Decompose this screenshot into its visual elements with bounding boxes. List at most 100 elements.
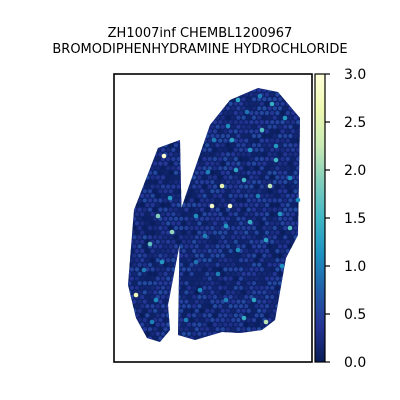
spot	[143, 254, 147, 258]
spot	[294, 97, 298, 101]
spot	[174, 244, 178, 248]
spot	[281, 295, 285, 299]
spot	[229, 148, 233, 152]
spot	[270, 323, 274, 327]
data-point	[220, 184, 225, 189]
spot	[148, 88, 152, 92]
spot	[283, 162, 287, 166]
spot	[299, 263, 303, 267]
spot	[135, 157, 139, 161]
spot	[273, 318, 277, 322]
spot	[125, 166, 129, 170]
spot	[221, 254, 225, 258]
spot	[151, 194, 155, 198]
spot	[161, 185, 165, 189]
spot	[244, 231, 248, 235]
spot	[130, 185, 134, 189]
spot	[140, 286, 144, 290]
spot	[145, 304, 149, 308]
data-point	[148, 242, 153, 247]
spot	[208, 267, 212, 271]
spot	[249, 157, 253, 161]
data-point	[194, 214, 199, 219]
spot	[291, 148, 295, 152]
spot	[278, 97, 282, 101]
spot	[294, 180, 298, 184]
spot	[164, 336, 168, 340]
spot	[294, 189, 298, 193]
spot	[286, 166, 290, 170]
spot	[140, 277, 144, 281]
spot	[182, 185, 186, 189]
spot	[234, 120, 238, 124]
spot	[268, 254, 272, 258]
spot	[151, 175, 155, 179]
spot	[286, 111, 290, 115]
spot	[213, 120, 217, 124]
spot	[182, 129, 186, 133]
spot	[153, 189, 157, 193]
data-point	[234, 168, 239, 173]
spot	[132, 217, 136, 221]
spot	[174, 198, 178, 202]
spot	[262, 180, 266, 184]
spot	[236, 125, 240, 129]
spot	[294, 125, 298, 129]
spot	[125, 194, 129, 198]
spot	[294, 263, 298, 267]
spot	[278, 290, 282, 294]
spot	[184, 180, 188, 184]
spot	[145, 212, 149, 216]
spot	[122, 143, 126, 147]
data-point	[248, 220, 253, 225]
spot	[179, 254, 183, 258]
spot	[148, 171, 152, 175]
spot	[236, 226, 240, 230]
spot	[270, 166, 274, 170]
spot	[145, 313, 149, 317]
spot	[164, 281, 168, 285]
data-point	[236, 98, 241, 103]
spot	[301, 102, 305, 106]
spot	[166, 129, 170, 133]
spot	[299, 208, 303, 212]
spot	[153, 97, 157, 101]
spot	[273, 208, 277, 212]
data-point	[203, 234, 208, 239]
spot	[260, 148, 264, 152]
spot	[268, 88, 272, 92]
spot	[223, 102, 227, 106]
spot	[140, 185, 144, 189]
spot	[249, 120, 253, 124]
spot	[143, 171, 147, 175]
spot	[252, 116, 256, 120]
spot	[190, 300, 194, 304]
spot	[122, 281, 126, 285]
spot	[223, 231, 227, 235]
data-point	[150, 320, 155, 325]
data-point	[168, 196, 173, 201]
spot	[145, 258, 149, 262]
spot	[283, 152, 287, 156]
spot	[294, 134, 298, 138]
spot	[229, 120, 233, 124]
data-point	[270, 102, 275, 107]
spot	[190, 171, 194, 175]
spot	[229, 332, 233, 336]
spot	[125, 277, 129, 281]
spot	[200, 309, 204, 313]
spot	[151, 332, 155, 336]
spot	[221, 281, 225, 285]
spot	[291, 249, 295, 253]
spot	[135, 129, 139, 133]
spot	[221, 116, 225, 120]
spot	[127, 106, 131, 110]
data-point	[236, 248, 241, 253]
spot	[223, 313, 227, 317]
spot	[301, 203, 305, 207]
spot	[301, 221, 305, 225]
spot	[127, 143, 131, 147]
spot	[262, 97, 266, 101]
spot	[268, 263, 272, 267]
spot	[231, 235, 235, 239]
